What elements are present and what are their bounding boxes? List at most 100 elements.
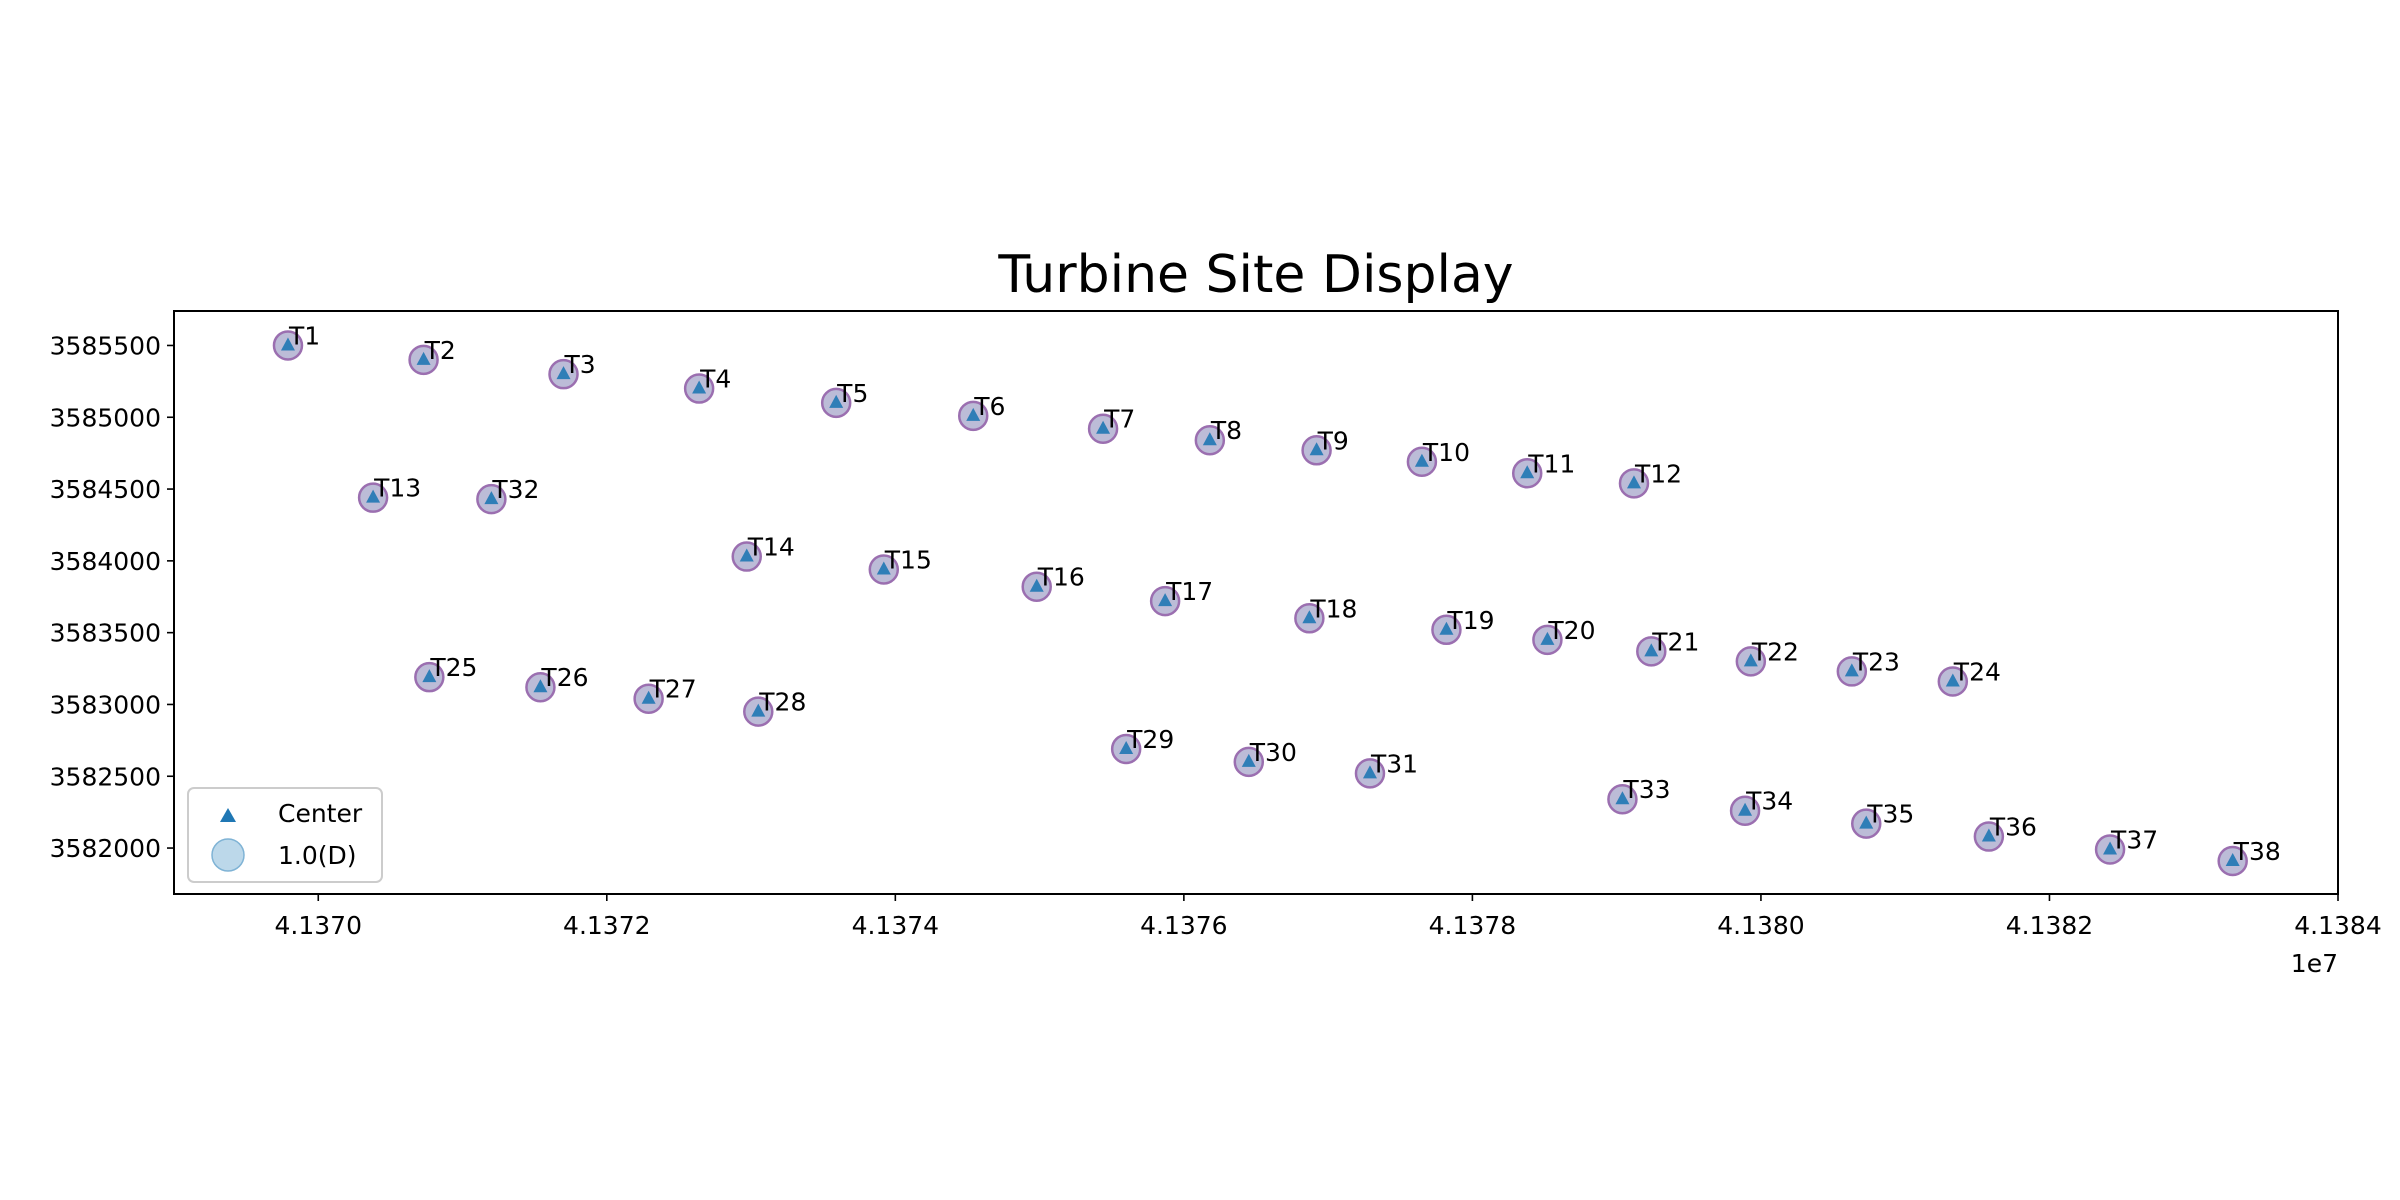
turbine-label: T15 xyxy=(884,545,932,574)
turbine-point: T4 xyxy=(683,365,731,404)
y-tick-label: 3583000 xyxy=(50,690,161,719)
turbine-label: T1 xyxy=(288,321,320,350)
turbine-point: T25 xyxy=(414,653,477,693)
turbine-point: T38 xyxy=(2217,837,2281,877)
y-tick-label: 3582000 xyxy=(50,834,161,863)
center-triangle xyxy=(1859,815,1874,829)
center-triangle xyxy=(416,351,431,365)
turbine-point: T23 xyxy=(1836,647,1900,687)
turbine-point: T18 xyxy=(1294,594,1357,634)
turbine-label: T4 xyxy=(699,365,731,394)
turbine-label: T12 xyxy=(1634,459,1682,488)
center-triangle xyxy=(876,561,891,575)
center-triangle xyxy=(484,491,499,505)
y-axis: 3582000 3582500 3583000 3583500 3584000 35845… xyxy=(50,331,174,863)
turbine-label: T29 xyxy=(1126,725,1174,754)
legend-entry-center: Center xyxy=(220,799,363,828)
turbine-point: T7 xyxy=(1087,405,1135,444)
center-triangle xyxy=(1743,653,1758,667)
x-tick-label: 4.1374 xyxy=(852,911,939,940)
turbine-point: T24 xyxy=(1937,657,2001,697)
center-triangle xyxy=(1844,663,1859,677)
y-tick-label: 3583500 xyxy=(50,619,161,648)
center-triangle xyxy=(641,690,656,704)
turbine-label: T17 xyxy=(1165,577,1213,606)
legend: Center 1.0(D) xyxy=(187,787,383,883)
turbine-label: T19 xyxy=(1446,606,1494,635)
turbine-point: T29 xyxy=(1110,725,1174,765)
turbine-label: T8 xyxy=(1210,416,1242,445)
center-triangle xyxy=(280,337,295,351)
turbine-point: T32 xyxy=(476,475,539,515)
legend-entry-diameter: 1.0(D) xyxy=(211,838,357,872)
turbine-point: T36 xyxy=(1973,813,2037,852)
turbine-label: T3 xyxy=(564,350,596,379)
turbine-label: T35 xyxy=(1866,800,1914,829)
center-triangle xyxy=(533,679,548,693)
turbine-point: T31 xyxy=(1354,749,1418,789)
center-triangle xyxy=(1362,765,1377,779)
turbine-label: T31 xyxy=(1370,749,1418,778)
center-triangle xyxy=(1096,420,1111,434)
x-tick-label: 4.1376 xyxy=(1140,911,1227,940)
turbine-point: T34 xyxy=(1729,787,1793,826)
turbine-point: T9 xyxy=(1301,426,1349,466)
turbine-label: T34 xyxy=(1745,787,1793,816)
x-tick-label: 4.1372 xyxy=(563,911,650,940)
points-layer: T1 T2 T3 T4 T5 T6 T7 T8 T9 T10 T11 T12 T13 T32 T14 T15 T… xyxy=(272,321,2281,877)
turbine-label: T26 xyxy=(540,663,588,692)
legend-label-center: Center xyxy=(278,799,363,828)
y-tick-label: 3584000 xyxy=(50,547,161,576)
center-triangle xyxy=(751,703,766,717)
turbine-point: T12 xyxy=(1618,459,1682,499)
y-tick-label: 3584500 xyxy=(50,475,161,504)
x-axis-offset-label: 1e7 xyxy=(2291,949,2338,978)
turbine-label: T16 xyxy=(1037,563,1085,592)
center-triangle xyxy=(1414,453,1429,467)
center-triangle xyxy=(1520,465,1535,479)
turbine-label: T38 xyxy=(2233,837,2281,866)
plot-frame xyxy=(173,310,2339,895)
turbine-point: T19 xyxy=(1431,606,1495,646)
turbine-point: T27 xyxy=(633,675,697,714)
center-triangle xyxy=(556,366,571,380)
turbine-point: T26 xyxy=(525,663,589,703)
turbine-point: T17 xyxy=(1149,577,1213,617)
turbine-point: T20 xyxy=(1532,616,1596,656)
turbine-point: T14 xyxy=(731,533,795,572)
turbine-label: T27 xyxy=(649,675,697,704)
turbine-label: T6 xyxy=(973,392,1005,421)
center-triangle xyxy=(2103,841,2118,855)
turbine-point: T8 xyxy=(1194,416,1242,456)
turbine-point: T22 xyxy=(1735,637,1799,677)
turbine-point: T30 xyxy=(1233,738,1297,778)
turbine-label: T9 xyxy=(1317,426,1349,455)
center-triangle xyxy=(1119,740,1134,754)
turbine-label: T5 xyxy=(836,379,868,408)
x-axis: 4.1370 4.1372 4.1374 4.1376 4.1378 4.1380 4.13… xyxy=(275,894,2382,940)
turbine-point: T28 xyxy=(743,688,806,727)
turbine-point: T37 xyxy=(2094,825,2158,865)
turbine-label: T37 xyxy=(2110,825,2158,854)
center-triangle xyxy=(1540,631,1555,645)
turbine-label: T28 xyxy=(758,688,806,717)
turbine-label: T23 xyxy=(1852,647,1900,676)
turbine-point: T16 xyxy=(1021,563,1085,602)
legend-label-diameter: 1.0(D) xyxy=(278,841,357,870)
center-triangle xyxy=(1302,610,1317,624)
y-tick-label: 3582500 xyxy=(50,762,161,791)
turbine-point: T11 xyxy=(1511,449,1575,489)
center-triangle xyxy=(1615,791,1630,805)
center-triangle xyxy=(2225,852,2240,866)
turbine-label: T13 xyxy=(373,474,421,503)
turbine-point: T33 xyxy=(1607,775,1671,815)
turbine-label: T7 xyxy=(1103,405,1135,434)
turbine-point: T21 xyxy=(1636,627,1699,667)
turbine-label: T21 xyxy=(1651,627,1699,656)
turbine-label: T33 xyxy=(1622,775,1670,804)
turbine-point: T10 xyxy=(1406,438,1470,478)
x-tick-label: 4.1380 xyxy=(1717,911,1804,940)
turbine-point: T5 xyxy=(820,379,868,419)
chart-title: Turbine Site Display xyxy=(997,245,1513,305)
turbine-point: T15 xyxy=(868,545,932,585)
